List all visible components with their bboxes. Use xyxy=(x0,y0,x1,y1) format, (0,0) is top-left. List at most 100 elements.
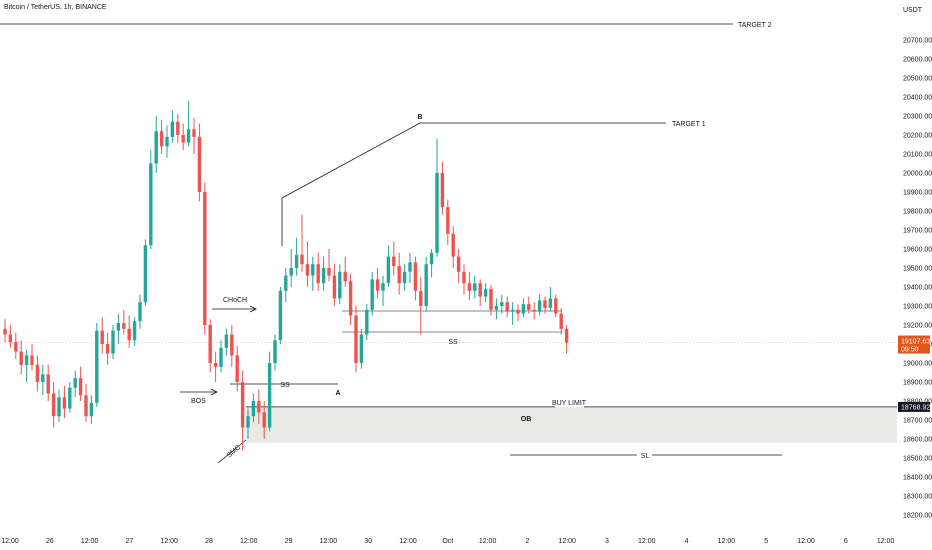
ss-right-label: SS xyxy=(448,339,458,346)
buy-limit-label: BUY LIMIT xyxy=(552,400,587,407)
price-tick-label: 18400.00 xyxy=(903,475,932,482)
candle xyxy=(181,123,185,151)
candle xyxy=(51,382,56,428)
candle xyxy=(532,302,536,320)
candle xyxy=(348,273,353,325)
candle xyxy=(219,340,223,373)
current-price-tag-bg xyxy=(898,335,930,354)
time-tick-label: 12:00 xyxy=(81,538,99,545)
candle-body xyxy=(397,266,401,284)
candle xyxy=(548,287,553,312)
time-tick-label: 12:00 xyxy=(558,538,576,545)
price-tick-label: 20100.00 xyxy=(903,152,932,159)
candle xyxy=(111,325,115,360)
candle-body xyxy=(354,315,358,363)
candle-body xyxy=(435,173,439,253)
candle-body xyxy=(456,256,461,272)
price-tick-label: 19400.00 xyxy=(903,285,932,292)
smc-label: SMC xyxy=(226,444,242,459)
time-tick-label: 12:00 xyxy=(240,538,258,545)
candle-body xyxy=(257,401,261,413)
candle xyxy=(564,325,569,354)
candle xyxy=(246,408,250,439)
candle xyxy=(116,313,121,344)
buy-limit-price-value: 18768.92 xyxy=(901,404,930,411)
candle-body xyxy=(143,245,148,303)
candle xyxy=(14,332,18,360)
candle xyxy=(413,256,418,301)
candle-body xyxy=(213,363,218,367)
candle xyxy=(527,296,531,314)
candle xyxy=(197,123,202,202)
candle-body xyxy=(19,351,23,365)
candle xyxy=(435,138,439,257)
candle xyxy=(419,277,423,335)
time-tick-label: 12:00 xyxy=(399,538,417,545)
candle xyxy=(257,389,261,424)
candle-body xyxy=(127,328,131,341)
candle-body xyxy=(478,283,482,297)
candle xyxy=(338,264,342,305)
time-tick-label: 26 xyxy=(46,538,54,545)
time-tick-label: 12:00 xyxy=(160,538,178,545)
price-tick-label: 19300.00 xyxy=(903,304,932,311)
time-tick-label: 12:00 xyxy=(1,538,19,545)
candle xyxy=(122,309,126,335)
candle-body xyxy=(181,135,185,143)
current-price-countdown: 09:50 xyxy=(901,347,919,354)
candle-body xyxy=(521,304,526,314)
price-tick-label: 19200.00 xyxy=(903,323,932,330)
candle xyxy=(559,307,563,335)
time-tick-label: 29 xyxy=(285,538,293,545)
candle-body xyxy=(230,334,234,356)
candle xyxy=(462,264,466,295)
candle-body xyxy=(278,290,283,341)
candle-body xyxy=(68,387,72,409)
candle xyxy=(62,385,67,419)
candle xyxy=(203,182,207,335)
price-tick-label: 20400.00 xyxy=(903,95,932,102)
candle-body xyxy=(500,302,504,306)
candle-body xyxy=(111,330,115,354)
price-axis-unit: USDT xyxy=(903,7,923,14)
candle-body xyxy=(41,374,45,382)
candle-body xyxy=(176,121,180,135)
candle xyxy=(230,325,234,367)
candle xyxy=(159,119,164,154)
candle xyxy=(95,323,99,407)
candle xyxy=(262,401,266,439)
candle xyxy=(165,125,169,158)
target2-label: TARGET 2 xyxy=(738,22,772,29)
candle-body xyxy=(62,397,67,409)
candle-body xyxy=(73,378,77,388)
candle xyxy=(505,296,509,318)
candle xyxy=(149,150,153,249)
candle xyxy=(267,351,272,432)
time-tick-label: 12:00 xyxy=(797,538,815,545)
candle-body xyxy=(294,254,299,268)
candle-body xyxy=(489,288,493,310)
candle xyxy=(73,370,77,398)
candle-body xyxy=(543,300,547,308)
order-block-layer xyxy=(246,406,897,443)
candle-body xyxy=(365,309,369,335)
candle-body xyxy=(537,300,542,312)
candle xyxy=(300,214,304,272)
candle xyxy=(208,319,212,373)
time-tick-label: 5 xyxy=(764,538,768,545)
candle xyxy=(127,315,131,348)
candle-body xyxy=(462,271,466,284)
candle-body xyxy=(57,397,61,417)
candle-body xyxy=(564,328,569,343)
candle xyxy=(424,256,428,312)
candle-body xyxy=(149,163,153,246)
point-b-label: B xyxy=(417,114,422,121)
candle-body xyxy=(289,268,293,276)
candle xyxy=(359,328,364,369)
candle-body xyxy=(408,262,412,272)
point-a-label: A xyxy=(335,390,340,397)
time-tick-label: 2 xyxy=(525,538,529,545)
candle-body xyxy=(370,279,374,310)
